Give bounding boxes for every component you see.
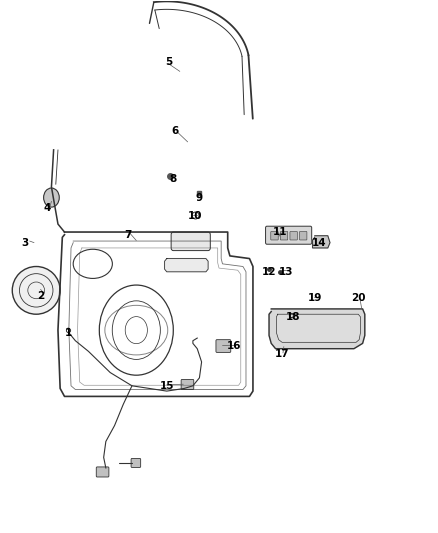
Text: 19: 19 (307, 293, 322, 303)
Text: 15: 15 (159, 381, 174, 391)
Polygon shape (165, 259, 208, 272)
Text: 7: 7 (124, 230, 131, 240)
FancyBboxPatch shape (171, 232, 210, 251)
Text: 13: 13 (279, 267, 294, 277)
Circle shape (44, 188, 59, 207)
FancyBboxPatch shape (181, 379, 194, 390)
Text: 20: 20 (351, 293, 366, 303)
Text: 17: 17 (275, 349, 290, 359)
Text: 18: 18 (286, 312, 300, 322)
Text: 2: 2 (37, 290, 44, 301)
Polygon shape (269, 309, 365, 349)
Text: 16: 16 (227, 341, 241, 351)
Text: 14: 14 (312, 238, 326, 248)
Text: 12: 12 (262, 267, 276, 277)
FancyBboxPatch shape (290, 231, 297, 240)
Text: 8: 8 (170, 174, 177, 184)
FancyBboxPatch shape (271, 231, 278, 240)
FancyBboxPatch shape (280, 231, 288, 240)
Text: 1: 1 (65, 328, 72, 338)
FancyBboxPatch shape (265, 226, 312, 244)
FancyBboxPatch shape (216, 340, 231, 352)
Text: 11: 11 (273, 227, 287, 237)
Text: 4: 4 (43, 203, 51, 213)
FancyBboxPatch shape (96, 467, 109, 477)
Text: 10: 10 (188, 211, 202, 221)
FancyBboxPatch shape (300, 231, 307, 240)
Text: 3: 3 (22, 238, 29, 248)
Text: 9: 9 (196, 192, 203, 203)
Text: 6: 6 (172, 126, 179, 136)
Ellipse shape (12, 266, 60, 314)
FancyBboxPatch shape (131, 458, 141, 467)
Polygon shape (276, 314, 360, 342)
Polygon shape (313, 236, 330, 248)
Text: 5: 5 (165, 58, 173, 67)
